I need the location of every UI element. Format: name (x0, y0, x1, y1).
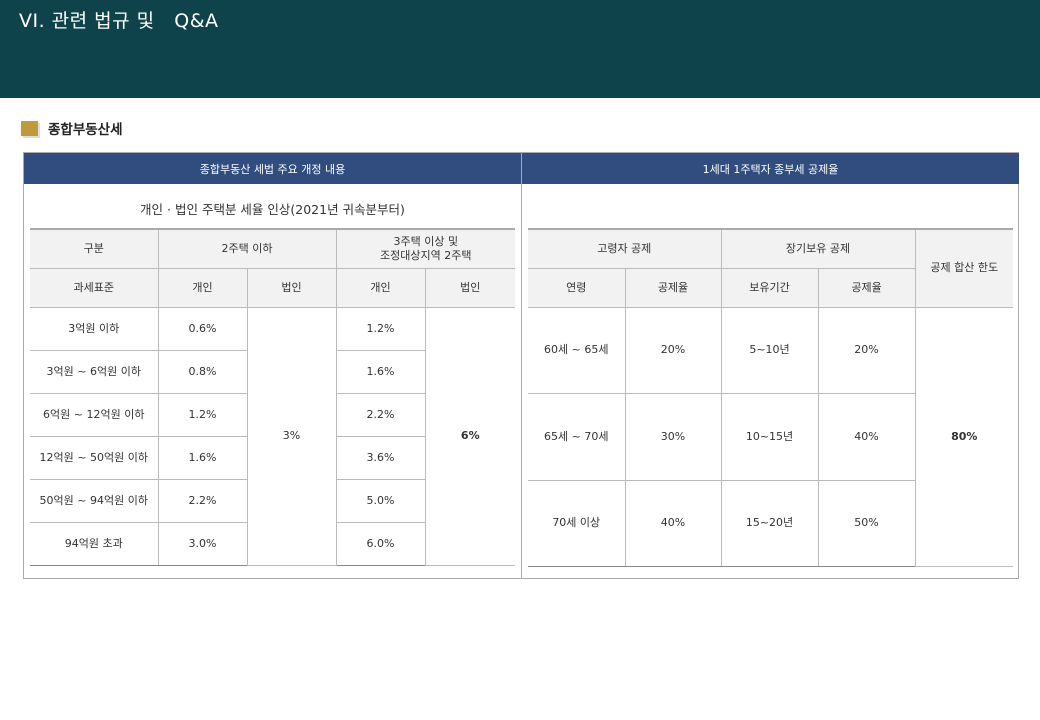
rate-cell: 0.6% (157, 306, 248, 351)
tax-rate-table: 구분 2주택 이하 3주택 이상 및 조정대상지역 2주택 과세표준 개인 법인… (30, 228, 516, 566)
col-header: 개인 (157, 267, 248, 308)
rate-cell: 2.2% (335, 392, 426, 437)
rate-cell: 1.2% (157, 392, 248, 437)
col-group-header: 구분 (30, 228, 159, 269)
section-heading: 종합부동산세 (21, 118, 123, 138)
table-row: 70세 이상 40% 15~20년 50% (528, 479, 1013, 567)
corp-rate-cell: 6% (424, 306, 516, 566)
table-row: 6억원 ~ 12억원 이하 1.2% 2.2% (30, 392, 515, 437)
col-group-header: 고령자 공제 (528, 228, 722, 269)
limit-cell: 80% (914, 306, 1014, 567)
tax-base-cell: 94억원 초과 (30, 521, 159, 566)
deduction-table: 고령자 공제 장기보유 공제 공제 합산 한도 연령 공제율 보유기간 공제율 … (528, 228, 1014, 567)
col-header: 법인 (246, 267, 337, 308)
col-header: 법인 (424, 267, 516, 308)
left-panel-header: 종합부동산 세법 주요 개정 내용 (24, 153, 521, 184)
table-row: 94억원 초과 3.0% 6.0% (30, 521, 515, 566)
table-row: 65세 ~ 70세 30% 10~15년 40% (528, 392, 1013, 481)
tax-base-cell: 12억원 ~ 50억원 이하 (30, 435, 159, 480)
col-header: 공제율 (817, 267, 916, 308)
age-cell: 65세 ~ 70세 (528, 392, 626, 481)
col-header: 과세표준 (30, 267, 159, 308)
panel-divider (521, 153, 522, 579)
table-row: 12억원 ~ 50억원 이하 1.6% 3.6% (30, 435, 515, 480)
period-cell: 15~20년 (720, 479, 819, 567)
tax-base-cell: 50억원 ~ 94억원 이하 (30, 478, 159, 523)
age-rate-cell: 20% (624, 306, 722, 394)
period-cell: 10~15년 (720, 392, 819, 481)
table-row: 60세 ~ 65세 20% 5~10년 20% 80% (528, 306, 1014, 567)
rate-cell: 5.0% (335, 478, 426, 523)
age-rate-cell: 30% (624, 392, 722, 481)
table-row: 50억원 ~ 94억원 이하 2.2% 5.0% (30, 478, 515, 523)
col-header: 개인 (335, 267, 426, 308)
content-box: 종합부동산 세법 주요 개정 내용 1세대 1주택자 종부세 공제율 개인 · … (23, 152, 1019, 579)
col-header: 공제율 (624, 267, 722, 308)
col-header: 보유기간 (720, 267, 819, 308)
period-rate-cell: 20% (817, 306, 916, 394)
col-group-header: 공제 합산 한도 (914, 228, 1014, 308)
col-group-header: 2주택 이하 (157, 228, 337, 269)
corp-rate-cell: 3% (246, 306, 337, 566)
col-group-header: 장기보유 공제 (720, 228, 916, 269)
period-cell: 5~10년 (720, 306, 819, 394)
tax-base-cell: 3억원 ~ 6억원 이하 (30, 349, 159, 394)
square-bullet-icon (21, 120, 38, 136)
rate-cell: 6.0% (335, 521, 426, 566)
left-subtitle: 개인 · 법인 주택분 세율 인상(2021년 귀속분부터) (140, 202, 405, 217)
rate-cell: 3.0% (157, 521, 248, 566)
top-banner: VI. 관련 법규 및 Q&A (0, 0, 1040, 98)
rate-cell: 0.8% (157, 349, 248, 394)
tax-base-cell: 3억원 이하 (30, 306, 159, 351)
period-rate-cell: 50% (817, 479, 916, 567)
period-rate-cell: 40% (817, 392, 916, 481)
age-cell: 70세 이상 (528, 479, 626, 567)
col-group-header: 3주택 이상 및 조정대상지역 2주택 (335, 228, 516, 269)
rate-cell: 1.6% (335, 349, 426, 394)
page-title: VI. 관련 법규 및 Q&A (19, 10, 219, 32)
rate-cell: 1.6% (157, 435, 248, 480)
rate-cell: 2.2% (157, 478, 248, 523)
tax-base-cell: 6억원 ~ 12억원 이하 (30, 392, 159, 437)
table-row: 3억원 이하 0.6% 3% 1.2% 6% (30, 306, 516, 566)
section-title: 종합부동산세 (48, 122, 123, 138)
age-rate-cell: 40% (624, 479, 722, 567)
right-panel-header: 1세대 1주택자 종부세 공제율 (522, 153, 1019, 184)
age-cell: 60세 ~ 65세 (528, 306, 626, 394)
rate-cell: 1.2% (335, 306, 426, 351)
rate-cell: 3.6% (335, 435, 426, 480)
col-header: 연령 (528, 267, 626, 308)
